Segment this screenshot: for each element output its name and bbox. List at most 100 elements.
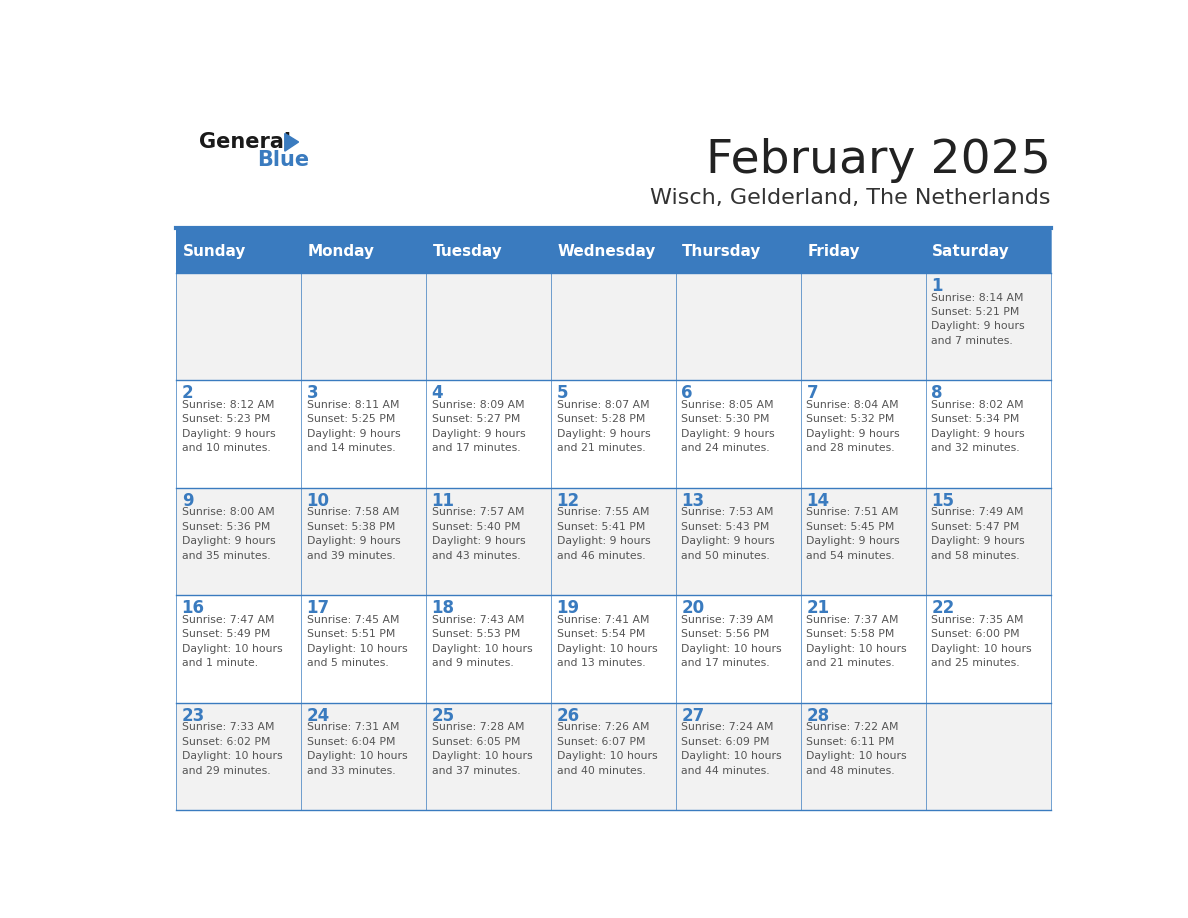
Bar: [676, 273, 801, 380]
Text: Friday: Friday: [808, 244, 860, 259]
Bar: [676, 595, 801, 702]
Text: 19: 19: [556, 599, 580, 617]
Text: 28: 28: [807, 707, 829, 724]
Text: Sunrise: 7:43 AM
Sunset: 5:53 PM
Daylight: 10 hours
and 9 minutes.: Sunrise: 7:43 AM Sunset: 5:53 PM Dayligh…: [431, 615, 532, 668]
Text: 9: 9: [182, 492, 194, 509]
Text: Sunrise: 8:07 AM
Sunset: 5:28 PM
Daylight: 9 hours
and 21 minutes.: Sunrise: 8:07 AM Sunset: 5:28 PM Dayligh…: [556, 400, 650, 453]
Text: 1: 1: [931, 277, 943, 295]
Bar: [176, 273, 301, 380]
Bar: [801, 487, 925, 595]
Bar: [426, 702, 551, 810]
Text: 26: 26: [556, 707, 580, 724]
Bar: [925, 273, 1051, 380]
Bar: [551, 230, 676, 273]
Bar: [925, 487, 1051, 595]
Bar: [301, 230, 426, 273]
Text: Sunrise: 7:57 AM
Sunset: 5:40 PM
Daylight: 9 hours
and 43 minutes.: Sunrise: 7:57 AM Sunset: 5:40 PM Dayligh…: [431, 508, 525, 561]
Text: 22: 22: [931, 599, 955, 617]
Bar: [551, 380, 676, 487]
Text: 3: 3: [307, 385, 318, 402]
Bar: [426, 230, 551, 273]
Text: 24: 24: [307, 707, 330, 724]
Text: Sunday: Sunday: [183, 244, 246, 259]
Text: General: General: [200, 132, 291, 152]
Bar: [801, 595, 925, 702]
Text: Sunrise: 7:55 AM
Sunset: 5:41 PM
Daylight: 9 hours
and 46 minutes.: Sunrise: 7:55 AM Sunset: 5:41 PM Dayligh…: [556, 508, 650, 561]
Text: 16: 16: [182, 599, 204, 617]
Bar: [176, 702, 301, 810]
Text: 7: 7: [807, 385, 819, 402]
Text: Sunrise: 8:05 AM
Sunset: 5:30 PM
Daylight: 9 hours
and 24 minutes.: Sunrise: 8:05 AM Sunset: 5:30 PM Dayligh…: [682, 400, 775, 453]
Text: 6: 6: [682, 385, 693, 402]
Bar: [551, 273, 676, 380]
Text: Sunrise: 7:41 AM
Sunset: 5:54 PM
Daylight: 10 hours
and 13 minutes.: Sunrise: 7:41 AM Sunset: 5:54 PM Dayligh…: [556, 615, 657, 668]
Text: Monday: Monday: [308, 244, 374, 259]
Text: February 2025: February 2025: [706, 139, 1051, 184]
Text: 13: 13: [682, 492, 704, 509]
Text: 21: 21: [807, 599, 829, 617]
Text: Sunrise: 7:26 AM
Sunset: 6:07 PM
Daylight: 10 hours
and 40 minutes.: Sunrise: 7:26 AM Sunset: 6:07 PM Dayligh…: [556, 722, 657, 776]
Text: 5: 5: [556, 385, 568, 402]
Text: 11: 11: [431, 492, 455, 509]
Bar: [176, 230, 301, 273]
Text: Sunrise: 7:47 AM
Sunset: 5:49 PM
Daylight: 10 hours
and 1 minute.: Sunrise: 7:47 AM Sunset: 5:49 PM Dayligh…: [182, 615, 283, 668]
Bar: [676, 702, 801, 810]
Bar: [176, 487, 301, 595]
Bar: [426, 273, 551, 380]
Bar: [426, 487, 551, 595]
Text: Sunrise: 8:02 AM
Sunset: 5:34 PM
Daylight: 9 hours
and 32 minutes.: Sunrise: 8:02 AM Sunset: 5:34 PM Dayligh…: [931, 400, 1025, 453]
Bar: [551, 487, 676, 595]
Text: 25: 25: [431, 707, 455, 724]
Bar: [801, 702, 925, 810]
Text: 23: 23: [182, 707, 204, 724]
Text: Sunrise: 7:35 AM
Sunset: 6:00 PM
Daylight: 10 hours
and 25 minutes.: Sunrise: 7:35 AM Sunset: 6:00 PM Dayligh…: [931, 615, 1032, 668]
Bar: [551, 702, 676, 810]
Text: 15: 15: [931, 492, 954, 509]
Bar: [801, 230, 925, 273]
Polygon shape: [285, 133, 298, 151]
Bar: [301, 702, 426, 810]
Text: Sunrise: 7:39 AM
Sunset: 5:56 PM
Daylight: 10 hours
and 17 minutes.: Sunrise: 7:39 AM Sunset: 5:56 PM Dayligh…: [682, 615, 782, 668]
Bar: [551, 595, 676, 702]
Bar: [925, 595, 1051, 702]
Text: Blue: Blue: [257, 150, 309, 170]
Text: Sunrise: 7:37 AM
Sunset: 5:58 PM
Daylight: 10 hours
and 21 minutes.: Sunrise: 7:37 AM Sunset: 5:58 PM Dayligh…: [807, 615, 906, 668]
Bar: [925, 702, 1051, 810]
Text: 27: 27: [682, 707, 704, 724]
Text: Wisch, Gelderland, The Netherlands: Wisch, Gelderland, The Netherlands: [650, 188, 1051, 207]
Text: Saturday: Saturday: [933, 244, 1010, 259]
Text: Sunrise: 7:53 AM
Sunset: 5:43 PM
Daylight: 9 hours
and 50 minutes.: Sunrise: 7:53 AM Sunset: 5:43 PM Dayligh…: [682, 508, 775, 561]
Text: Sunrise: 7:45 AM
Sunset: 5:51 PM
Daylight: 10 hours
and 5 minutes.: Sunrise: 7:45 AM Sunset: 5:51 PM Dayligh…: [307, 615, 407, 668]
Text: 8: 8: [931, 385, 943, 402]
Text: Sunrise: 7:28 AM
Sunset: 6:05 PM
Daylight: 10 hours
and 37 minutes.: Sunrise: 7:28 AM Sunset: 6:05 PM Dayligh…: [431, 722, 532, 776]
Text: Sunrise: 8:12 AM
Sunset: 5:23 PM
Daylight: 9 hours
and 10 minutes.: Sunrise: 8:12 AM Sunset: 5:23 PM Dayligh…: [182, 400, 276, 453]
Text: Sunrise: 7:24 AM
Sunset: 6:09 PM
Daylight: 10 hours
and 44 minutes.: Sunrise: 7:24 AM Sunset: 6:09 PM Dayligh…: [682, 722, 782, 776]
Bar: [801, 380, 925, 487]
Text: 17: 17: [307, 599, 330, 617]
Bar: [176, 595, 301, 702]
Text: 14: 14: [807, 492, 829, 509]
Bar: [301, 487, 426, 595]
Bar: [676, 380, 801, 487]
Text: 12: 12: [556, 492, 580, 509]
Text: Sunrise: 8:04 AM
Sunset: 5:32 PM
Daylight: 9 hours
and 28 minutes.: Sunrise: 8:04 AM Sunset: 5:32 PM Dayligh…: [807, 400, 901, 453]
Text: Sunrise: 7:33 AM
Sunset: 6:02 PM
Daylight: 10 hours
and 29 minutes.: Sunrise: 7:33 AM Sunset: 6:02 PM Dayligh…: [182, 722, 283, 776]
Text: Sunrise: 7:58 AM
Sunset: 5:38 PM
Daylight: 9 hours
and 39 minutes.: Sunrise: 7:58 AM Sunset: 5:38 PM Dayligh…: [307, 508, 400, 561]
Text: Tuesday: Tuesday: [432, 244, 503, 259]
Bar: [925, 230, 1051, 273]
Text: Sunrise: 8:00 AM
Sunset: 5:36 PM
Daylight: 9 hours
and 35 minutes.: Sunrise: 8:00 AM Sunset: 5:36 PM Dayligh…: [182, 508, 276, 561]
Text: Sunrise: 7:49 AM
Sunset: 5:47 PM
Daylight: 9 hours
and 58 minutes.: Sunrise: 7:49 AM Sunset: 5:47 PM Dayligh…: [931, 508, 1025, 561]
Bar: [801, 273, 925, 380]
Text: Sunrise: 8:09 AM
Sunset: 5:27 PM
Daylight: 9 hours
and 17 minutes.: Sunrise: 8:09 AM Sunset: 5:27 PM Dayligh…: [431, 400, 525, 453]
Text: 18: 18: [431, 599, 455, 617]
Bar: [426, 380, 551, 487]
Bar: [925, 380, 1051, 487]
Bar: [301, 595, 426, 702]
Text: Wednesday: Wednesday: [557, 244, 656, 259]
Text: Thursday: Thursday: [682, 244, 762, 259]
Text: Sunrise: 7:31 AM
Sunset: 6:04 PM
Daylight: 10 hours
and 33 minutes.: Sunrise: 7:31 AM Sunset: 6:04 PM Dayligh…: [307, 722, 407, 776]
Text: Sunrise: 8:11 AM
Sunset: 5:25 PM
Daylight: 9 hours
and 14 minutes.: Sunrise: 8:11 AM Sunset: 5:25 PM Dayligh…: [307, 400, 400, 453]
Bar: [676, 230, 801, 273]
Text: Sunrise: 8:14 AM
Sunset: 5:21 PM
Daylight: 9 hours
and 7 minutes.: Sunrise: 8:14 AM Sunset: 5:21 PM Dayligh…: [931, 293, 1025, 346]
Text: 4: 4: [431, 385, 443, 402]
